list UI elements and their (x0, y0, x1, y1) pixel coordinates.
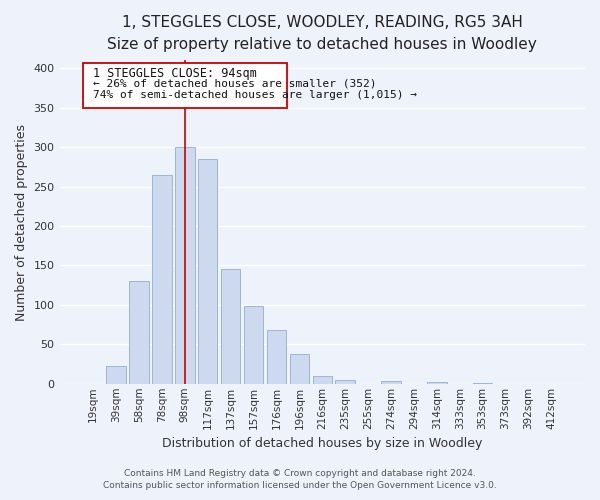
Y-axis label: Number of detached properties: Number of detached properties (15, 124, 28, 320)
Bar (129, 281, 149, 384)
Bar (175, 147, 194, 384)
Bar (198, 159, 217, 384)
Text: Contains HM Land Registry data © Crown copyright and database right 2024.
Contai: Contains HM Land Registry data © Crown c… (103, 468, 497, 490)
Bar (106, 366, 126, 384)
Bar (290, 354, 309, 384)
Text: 74% of semi-detached houses are larger (1,015) →: 74% of semi-detached houses are larger (… (93, 90, 417, 100)
Text: 1 STEGGLES CLOSE: 94sqm: 1 STEGGLES CLOSE: 94sqm (93, 66, 257, 80)
Title: 1, STEGGLES CLOSE, WOODLEY, READING, RG5 3AH
Size of property relative to detach: 1, STEGGLES CLOSE, WOODLEY, READING, RG5… (107, 15, 537, 52)
Bar (267, 330, 286, 384)
Bar (152, 174, 172, 384)
Bar (244, 306, 263, 384)
Bar (313, 376, 332, 384)
FancyBboxPatch shape (83, 64, 287, 108)
Bar (335, 380, 355, 384)
Bar (221, 270, 241, 384)
Bar (473, 383, 493, 384)
Bar (381, 382, 401, 384)
Bar (427, 382, 446, 384)
Text: ← 26% of detached houses are smaller (352): ← 26% of detached houses are smaller (35… (93, 78, 377, 88)
X-axis label: Distribution of detached houses by size in Woodley: Distribution of detached houses by size … (162, 437, 482, 450)
